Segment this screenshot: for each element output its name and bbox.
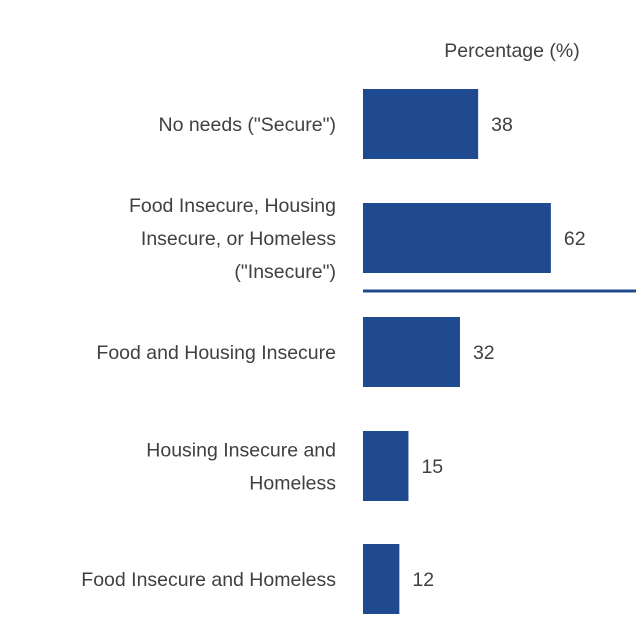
value-label: 32 — [473, 342, 495, 364]
value-label: 38 — [491, 114, 513, 136]
bar — [363, 544, 400, 614]
bar — [363, 317, 460, 387]
category-label-line: Food and Housing Insecure — [96, 342, 336, 364]
value-label: 15 — [421, 456, 443, 478]
value-label: 12 — [412, 569, 434, 591]
category-label-line: Housing Insecure and — [146, 440, 336, 462]
category-label: Food Insecure and Homeless — [81, 569, 336, 591]
category-label: Food and Housing Insecure — [96, 342, 336, 364]
category-label-line: Food Insecure and Homeless — [81, 569, 336, 591]
category-label-line: No needs ("Secure") — [158, 114, 336, 136]
category-label-line: Insecure, or Homeless — [141, 228, 336, 250]
bar — [363, 431, 409, 501]
category-label: Housing Insecure and Homeless — [146, 440, 336, 495]
column-header: Percentage (%) — [444, 40, 579, 62]
value-labels-group: 38 62 32 15 12 — [412, 114, 585, 591]
category-label: Food Insecure, Housing Insecure, or Homel… — [129, 195, 336, 283]
category-label: No needs ("Secure") — [158, 114, 336, 136]
category-label-line: Food Insecure, Housing — [129, 195, 336, 217]
value-label: 62 — [564, 228, 586, 250]
category-label-line: ("Insecure") — [234, 261, 336, 283]
bar — [363, 203, 551, 273]
category-labels-group: No needs ("Secure") Food Insecure, Housin… — [81, 114, 336, 591]
bars-group — [363, 89, 551, 614]
category-label-line: Homeless — [249, 473, 336, 495]
bar — [363, 89, 479, 159]
